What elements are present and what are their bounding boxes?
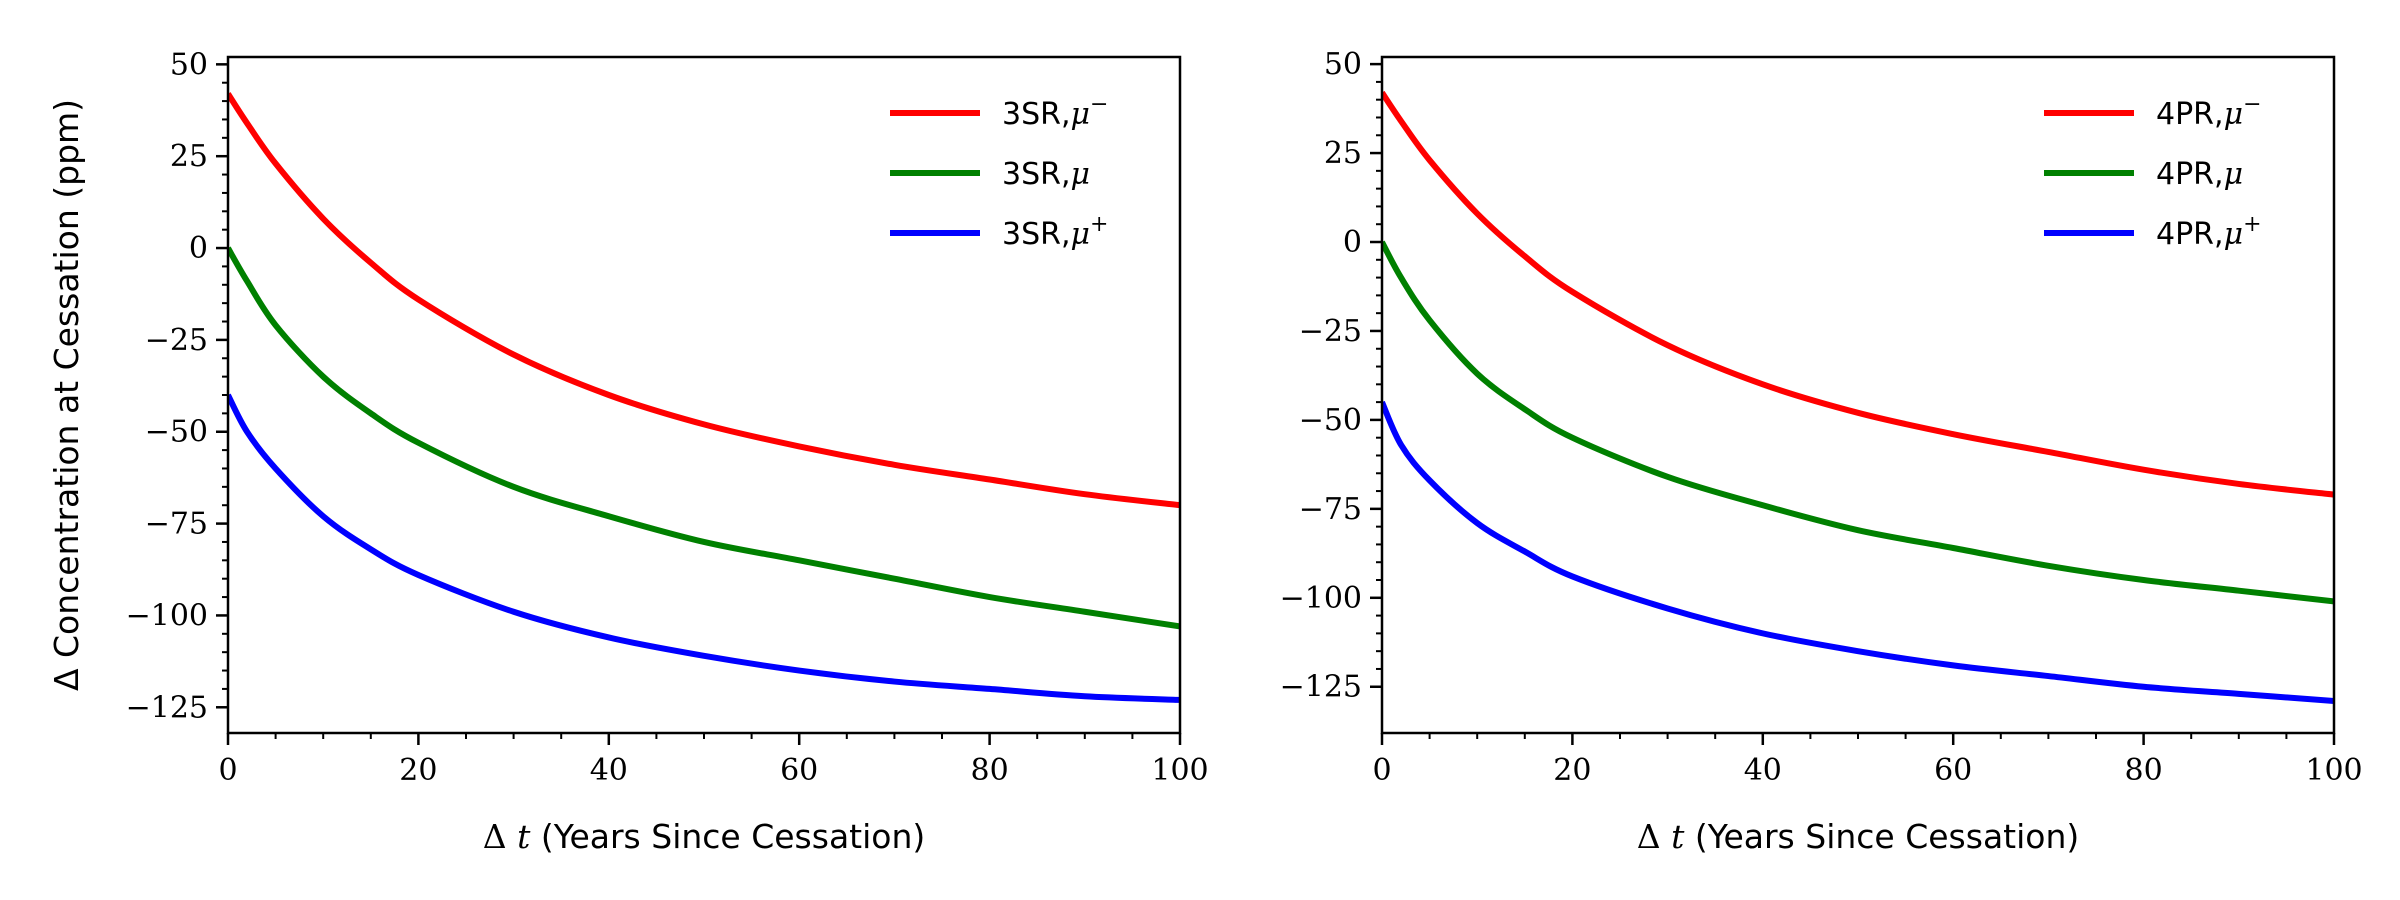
legend-label-3: 3SR,μ+ xyxy=(1002,212,1108,252)
legend: 4PR,μ− 4PR,μ 4PR,μ+ xyxy=(2044,92,2262,252)
legend: 3SR,μ− 3SR,μ 3SR,μ+ xyxy=(890,92,1108,252)
y-tick-label: −125 xyxy=(126,690,208,725)
y-tick-label: 0 xyxy=(189,231,208,266)
y-tick-label: −75 xyxy=(1299,492,1362,527)
x-tick-label: 20 xyxy=(1553,753,1591,788)
series-lines xyxy=(228,92,1180,703)
x-tick-label: 80 xyxy=(971,753,1009,788)
x-tick-label: 40 xyxy=(590,753,628,788)
x-tick-label: 20 xyxy=(399,753,437,788)
x-tick-label: 0 xyxy=(218,753,237,788)
y-tick-label: 25 xyxy=(170,139,208,174)
y-tick-label: −100 xyxy=(126,598,208,633)
legend-label-1: 3SR,μ− xyxy=(1002,92,1108,132)
y-tick-label: 50 xyxy=(170,47,208,82)
y-tick-label: −25 xyxy=(145,323,208,358)
series-line-2 xyxy=(228,246,1180,630)
y-axis-title: Δ Concentration at Cessation (ppm) xyxy=(47,99,86,691)
y-tick-label: −100 xyxy=(1280,581,1362,616)
y-tick-label: −50 xyxy=(1299,403,1362,438)
series-line-2 xyxy=(1382,240,2334,605)
x-tick-label: 0 xyxy=(1372,753,1391,788)
series-lines xyxy=(1382,90,2334,704)
x-tick-label: 40 xyxy=(1744,753,1782,788)
legend-label-2: 3SR,μ xyxy=(1002,157,1090,192)
x-axis-title: Δ t (Years Since Cessation) xyxy=(483,817,926,856)
legend-label-2: 4PR,μ xyxy=(2156,157,2243,192)
plot-panel-1: 0 20 40 60 80 100 50 25 0 −25 −50 −75 −100 −125 Δ t (Y… xyxy=(47,47,1209,856)
x-tick-label: 60 xyxy=(1934,753,1972,788)
y-tick-label: 25 xyxy=(1324,136,1362,171)
legend-label-1: 4PR,μ− xyxy=(2156,92,2262,132)
x-tick-label: 100 xyxy=(1151,753,1208,788)
x-axis-title: Δ t (Years Since Cessation) xyxy=(1637,817,2080,856)
x-tick-label: 60 xyxy=(780,753,818,788)
legend-label-3: 4PR,μ+ xyxy=(2156,212,2262,252)
y-tick-label: −75 xyxy=(145,507,208,542)
series-line-1 xyxy=(228,92,1180,509)
x-tick-label: 80 xyxy=(2125,753,2163,788)
x-tick-label: 100 xyxy=(2305,753,2362,788)
y-tick-label: 0 xyxy=(1343,225,1362,260)
plot-panel-2: 0 20 40 60 80 100 50 25 0 −25 −50 −75 −100 −125 Δ t (Y… xyxy=(1280,47,2363,856)
y-tick-label: −125 xyxy=(1280,670,1362,705)
series-line-1 xyxy=(1382,90,2334,498)
y-tick-label: −25 xyxy=(1299,314,1362,349)
series-line-3 xyxy=(1382,400,2334,704)
series-line-3 xyxy=(228,393,1180,703)
y-tick-label: −50 xyxy=(145,415,208,450)
y-tick-label: 50 xyxy=(1324,47,1362,82)
